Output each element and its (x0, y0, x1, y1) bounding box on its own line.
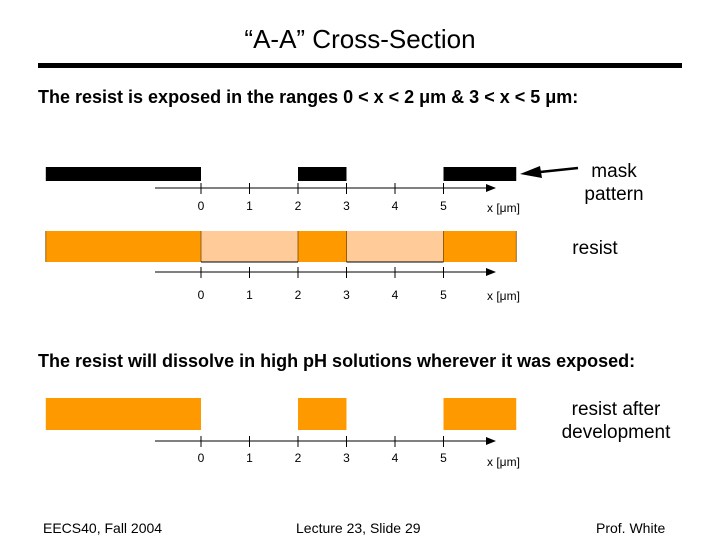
axis-tick-label: 3 (343, 199, 350, 213)
axis-tick-label: 1 (246, 199, 253, 213)
axis-tick-label: 2 (295, 199, 302, 213)
mask-label-line1: mask (591, 161, 637, 182)
axis-arrowhead (486, 268, 496, 276)
mask-segment (298, 167, 347, 181)
dev-label-line2: development (561, 422, 671, 443)
axis-tick-label: 4 (392, 451, 399, 465)
mask-segment (45, 167, 201, 181)
axis-tick-label: 0 (198, 199, 205, 213)
arrow-head (520, 166, 542, 178)
developed-resist-segment (443, 398, 517, 430)
footer-slide-number: Lecture 23, Slide 29 (296, 520, 421, 536)
developed-resist-segment (45, 398, 201, 430)
footer-course: EECS40, Fall 2004 (43, 520, 163, 536)
x-axes: 0 1 2 3 4 5 x [μm] 0 1 2 3 4 5 x [μm] 0 1 2 3 4 5 x [μm] (155, 183, 520, 469)
axis-tick-label: 5 (440, 199, 447, 213)
mask-segment (443, 167, 517, 181)
exposed-region (201, 231, 298, 262)
footer-author: Prof. White (596, 520, 666, 536)
axis-arrowhead (486, 184, 496, 192)
developed-resist-label: resist after development (548, 398, 684, 444)
dev-label-line1: resist after (571, 399, 661, 420)
mask-arrow (520, 166, 579, 178)
axis-unit-label: x [μm] (487, 201, 520, 215)
axis-unit-label: x [μm] (487, 289, 520, 303)
intro-text: The resist is exposed in the ranges 0 < … (38, 87, 579, 107)
mask-pattern (45, 167, 517, 181)
axis-tick-label: 4 (392, 288, 399, 302)
axis-tick-label: 2 (295, 451, 302, 465)
page-title: “A-A” Cross-Section (244, 24, 476, 54)
resist-layer (45, 231, 517, 263)
axis-tick-label: 2 (295, 288, 302, 302)
title-underline (38, 63, 682, 68)
axis-arrowhead (486, 437, 496, 445)
axis-tick-label: 0 (198, 288, 205, 302)
axis-tick-label: 1 (246, 451, 253, 465)
axis-tick-label: 1 (246, 288, 253, 302)
developed-resist-segment (298, 398, 347, 430)
resist-label: resist (572, 238, 618, 259)
axis-tick-label: 3 (343, 288, 350, 302)
axis-tick-label: 5 (440, 288, 447, 302)
axis-unit-label: x [μm] (487, 455, 520, 469)
developed-resist (45, 398, 517, 430)
arrow-shaft (539, 166, 579, 174)
dissolve-text: The resist will dissolve in high pH solu… (38, 351, 636, 371)
axis-tick-label: 4 (392, 199, 399, 213)
mask-label-line2: pattern (584, 184, 644, 205)
axis-tick-label: 5 (440, 451, 447, 465)
axis-tick-label: 3 (343, 451, 350, 465)
axis-tick-label: 0 (198, 451, 205, 465)
mask-pattern-label: mask pattern (566, 160, 662, 206)
exposed-region (346, 231, 444, 262)
